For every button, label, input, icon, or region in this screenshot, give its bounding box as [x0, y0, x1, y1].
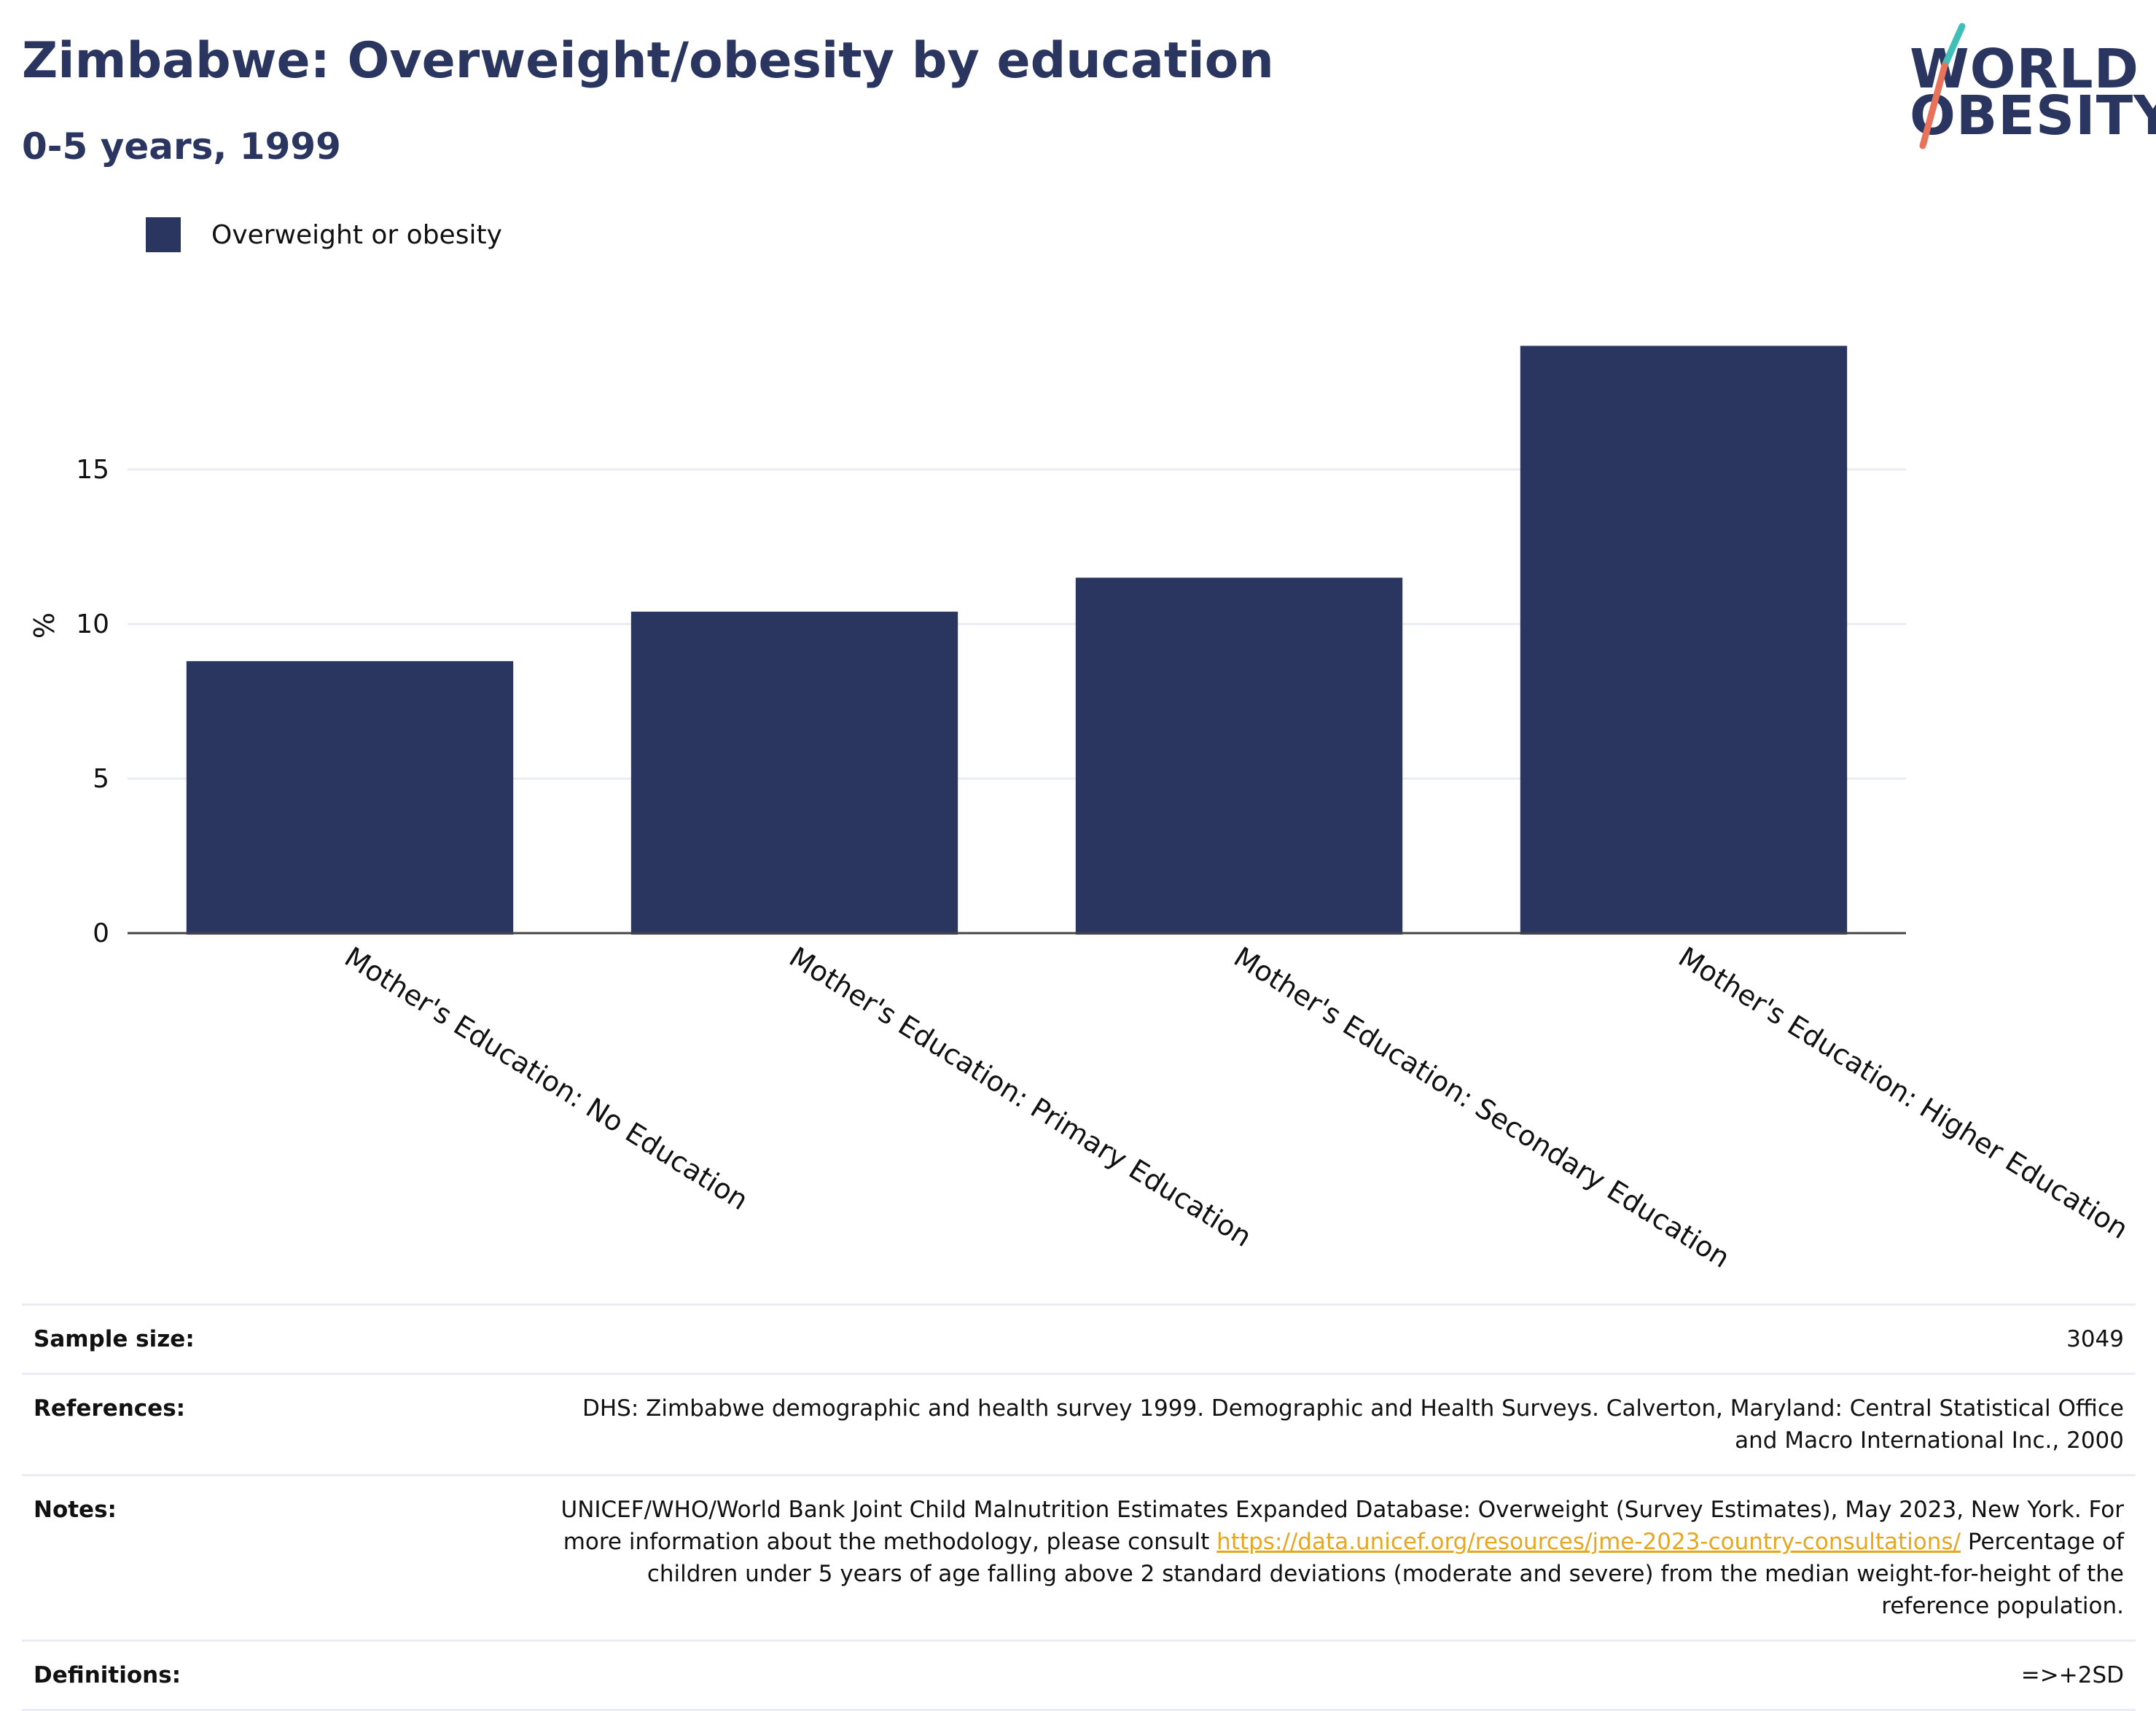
- page-subtitle: 0-5 years, 1999: [22, 125, 341, 168]
- notes-label: Notes:: [34, 1497, 117, 1523]
- y-axis-label: %: [28, 612, 60, 639]
- x-tick-label: Mother's Education: No Education: [339, 940, 754, 1216]
- definitions-value: =>+2SD: [2020, 1662, 2124, 1688]
- references-row: References: DHS: Zimbabwe demographic an…: [22, 1373, 2136, 1474]
- legend-label: Overweight or obesity: [211, 219, 502, 250]
- bar[interactable]: [186, 660, 514, 935]
- notes-text-before: UNICEF/WHO/World Bank Joint Child Malnut…: [561, 1497, 2125, 1555]
- y-tick-label: 15: [76, 455, 109, 485]
- legend-swatch: [146, 217, 181, 252]
- notes-row: Notes: UNICEF/WHO/World Bank Joint Child…: [22, 1474, 2136, 1640]
- x-tick-label: Mother's Education: Primary Education: [784, 940, 1257, 1253]
- definitions-label: Definitions:: [34, 1662, 181, 1688]
- sample-size-value: 3049: [2066, 1326, 2124, 1352]
- logo-line2: OBESITY: [1910, 85, 2156, 147]
- world-obesity-logo[interactable]: WORLD OBESITY: [1888, 20, 2156, 159]
- definitions-row: Definitions: =>+2SD: [22, 1640, 2136, 1711]
- sample-size-label: Sample size:: [34, 1326, 195, 1352]
- x-tick-label: Mother's Education: Higher Education: [1673, 940, 2133, 1245]
- references-label: References:: [34, 1395, 186, 1422]
- notes-value: UNICEF/WHO/World Bank Joint Child Malnut…: [528, 1476, 2136, 1640]
- y-tick-label: 0: [93, 919, 109, 948]
- bar[interactable]: [1075, 577, 1403, 935]
- references-value: DHS: Zimbabwe demographic and health sur…: [582, 1395, 2124, 1454]
- bar[interactable]: [630, 612, 958, 935]
- notes-text-after: Percentage of children under 5 years of …: [647, 1529, 2124, 1619]
- chart-legend: Overweight or obesity: [146, 217, 502, 252]
- page-title: Zimbabwe: Overweight/obesity by educatio…: [22, 32, 1274, 90]
- methodology-link[interactable]: https://data.unicef.org/resources/jme-20…: [1216, 1529, 1961, 1555]
- sample-size-row: Sample size: 3049: [22, 1303, 2136, 1373]
- logo-slash-icon: [1919, 23, 1966, 149]
- y-tick-label: 5: [93, 764, 109, 794]
- bar[interactable]: [1520, 346, 1848, 935]
- y-tick-label: 10: [76, 609, 109, 639]
- info-table: Sample size: 3049 References: DHS: Zimba…: [22, 1303, 2136, 1711]
- x-tick-label: Mother's Education: Secondary Education: [1228, 940, 1735, 1274]
